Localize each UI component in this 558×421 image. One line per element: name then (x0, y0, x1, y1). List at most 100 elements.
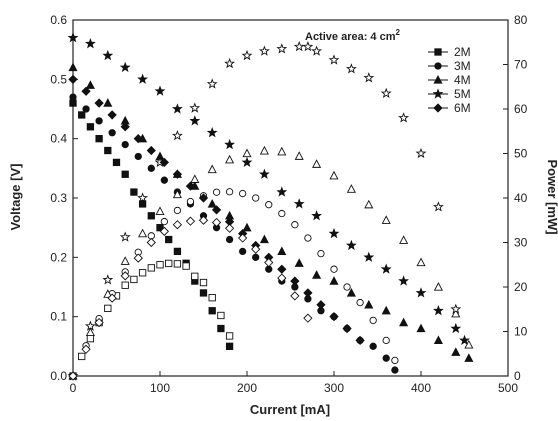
power-point-3M (356, 298, 364, 307)
voltage-point-6M (94, 98, 104, 108)
y-axis-label: Voltage [V] (8, 164, 23, 231)
voltage-point-3M (134, 152, 142, 161)
voltage-point-2M (121, 170, 129, 178)
power-point-4M (464, 339, 474, 349)
legend-label: 5M (454, 87, 471, 101)
power-point-5M (172, 130, 183, 141)
voltage-point-2M (95, 135, 103, 143)
voltage-point-5M (432, 305, 444, 316)
power-point-3M (278, 209, 286, 218)
voltage-point-6M (211, 205, 222, 215)
power-point-4M (155, 206, 165, 216)
power-point-4M (242, 148, 252, 158)
power-point-5M (293, 41, 305, 52)
power-point-4M (138, 228, 148, 238)
voltage-point-3M (225, 235, 234, 244)
voltage-point-2M (208, 307, 216, 315)
voltage-point-2M (130, 188, 138, 196)
legend-item-4M: 4M (428, 73, 471, 87)
y2-tick-label: 80 (514, 13, 528, 27)
power-point-3M (391, 356, 399, 365)
power-point-2M (104, 304, 112, 313)
legend-marker-6M (433, 103, 443, 113)
voltage-point-4M (364, 299, 374, 309)
power-point-6M (224, 223, 235, 233)
power-point-5M (311, 45, 322, 56)
power-point-5M (119, 231, 131, 242)
power-point-6M (107, 293, 117, 303)
power-point-2M (208, 294, 216, 302)
power-point-4M (259, 145, 269, 155)
voltage-point-3M (82, 105, 90, 113)
power-point-4M (399, 235, 409, 244)
power-point-3M (330, 265, 338, 273)
power-point-2M (217, 311, 225, 320)
voltage-point-6M (290, 276, 300, 286)
power-point-6M (120, 271, 130, 281)
voltage-point-5M (102, 49, 114, 61)
power-point-2M (156, 261, 164, 269)
voltage-point-5M (415, 287, 427, 298)
x-tick-label: 500 (498, 381, 518, 395)
voltage-point-4M (451, 347, 461, 356)
voltage-point-5M (189, 115, 201, 126)
power-point-6M (159, 226, 169, 237)
power-point-5M (241, 49, 253, 61)
power-point-5M (450, 303, 462, 314)
voltage-point-4M (312, 270, 322, 279)
power-point-4M (451, 308, 461, 318)
power-point-3M (225, 188, 234, 196)
legend-marker-2M (434, 48, 442, 56)
power-point-6M (146, 237, 156, 248)
power-point-4M (416, 257, 426, 267)
voltage-point-6M (107, 110, 117, 120)
voltage-point-2M (138, 200, 147, 208)
voltage-point-6M (355, 335, 365, 346)
voltage-point-5M (346, 239, 357, 251)
power-point-6M (68, 371, 78, 381)
plot-frame (72, 19, 509, 377)
voltage-point-5M (206, 127, 218, 138)
voltage-point-3M (382, 354, 390, 362)
power-point-4M (85, 327, 95, 337)
power-point-3M (343, 283, 351, 291)
power-point-4M (294, 151, 304, 160)
voltage-point-3M (238, 247, 247, 256)
power-point-5M (259, 45, 270, 56)
series-3M (69, 93, 399, 380)
power-point-6M (303, 313, 313, 323)
power-point-3M (186, 197, 195, 206)
power-point-6M (133, 253, 143, 263)
voltage-point-6M (277, 264, 287, 274)
power-point-3M (369, 316, 377, 325)
power-point-4M (346, 184, 356, 193)
power-point-6M (172, 220, 183, 230)
annotation-text: Active area: 4 cm (305, 31, 396, 43)
y-tick-label: 0.6 (50, 13, 67, 27)
y-tick-label: 0.4 (50, 132, 67, 146)
legend-item-6M: 6M (428, 101, 471, 115)
voltage-point-3M (69, 93, 77, 101)
power-point-3M (173, 206, 182, 215)
power-point-5M (380, 87, 392, 99)
voltage-point-3M (369, 342, 377, 350)
legend-item-5M: 5M (428, 87, 471, 101)
voltage-point-4M (207, 198, 217, 208)
marks-layer (67, 32, 474, 381)
voltage-point-4M (242, 222, 252, 232)
y2-tick-label: 10 (514, 325, 528, 339)
voltage-point-6M (185, 181, 196, 191)
y2-tick-label: 20 (514, 280, 528, 294)
y2-tick-label: 50 (514, 147, 528, 161)
power-point-5M (363, 72, 375, 83)
voltage-point-3M (391, 366, 399, 374)
voltage-point-2M (199, 289, 208, 297)
voltage-point-2M (112, 158, 121, 167)
voltage-point-2M (69, 99, 77, 107)
voltage-point-4M (68, 62, 78, 72)
power-point-5M (189, 102, 201, 113)
voltage-point-3M (252, 253, 260, 261)
voltage-point-6M (329, 312, 339, 322)
